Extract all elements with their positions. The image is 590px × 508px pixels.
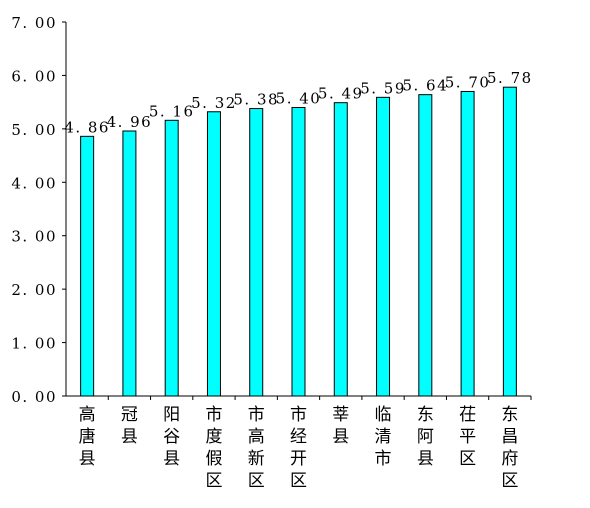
bar-value-label: 5. 70 xyxy=(445,73,491,91)
category-label: 莘县 xyxy=(332,405,349,447)
bar xyxy=(164,119,179,397)
y-tick-label: 3. 00 xyxy=(11,228,57,246)
bar-value-label: 5. 59 xyxy=(360,79,406,97)
bar-value-label: 4. 86 xyxy=(64,118,110,136)
category-label: 临清市 xyxy=(375,405,392,469)
y-tick-label: 7. 00 xyxy=(11,14,57,32)
bar xyxy=(333,102,348,397)
bars xyxy=(80,86,517,397)
bar-value-label: 5. 64 xyxy=(402,77,448,95)
category-label: 茌平区 xyxy=(459,405,476,469)
bar xyxy=(376,96,391,397)
bar-value-label: 5. 49 xyxy=(318,85,364,103)
bar-value-label: 5. 78 xyxy=(487,69,533,87)
y-tick-label: 2. 00 xyxy=(11,281,57,299)
bar-value-label: 5. 32 xyxy=(191,94,237,112)
bar-value-label: 5. 16 xyxy=(149,102,195,120)
category-label: 市经开区 xyxy=(290,405,307,491)
bar-value-label: 5. 40 xyxy=(276,89,322,107)
category-label: 阳谷县 xyxy=(163,405,180,469)
y-tick-label: 0. 00 xyxy=(11,388,57,406)
bar xyxy=(291,106,306,397)
bar xyxy=(460,90,475,397)
category-label: 冠县 xyxy=(121,405,138,447)
category-label: 市度假区 xyxy=(205,405,222,491)
labels: 4. 86 高唐县 4. 96 冠县 5. 16 阳谷县 5. 32 市度假区 5. 38 市高新… xyxy=(64,69,533,491)
bar xyxy=(502,86,517,397)
bar xyxy=(249,108,264,397)
bar xyxy=(80,135,95,397)
category-label: 高唐县 xyxy=(79,405,96,469)
category-label: 市高新区 xyxy=(248,405,265,491)
category-label: 东昌府区 xyxy=(501,405,518,491)
bar xyxy=(418,94,433,397)
y-tick-label: 6. 00 xyxy=(11,67,57,85)
bar-value-label: 5. 38 xyxy=(233,91,279,109)
bar xyxy=(206,111,221,397)
axes: 0. 00 1. 00 2. 00 3. 00 4. 00 5. 00 6. 00 7. 00 xyxy=(11,14,532,406)
category-label: 东阿县 xyxy=(417,405,434,469)
bar-value-label: 4. 96 xyxy=(107,113,153,131)
y-tick-label: 5. 00 xyxy=(11,121,57,139)
bar xyxy=(122,130,137,397)
y-tick-label: 1. 00 xyxy=(11,335,57,353)
y-tick-label: 4. 00 xyxy=(11,174,57,192)
